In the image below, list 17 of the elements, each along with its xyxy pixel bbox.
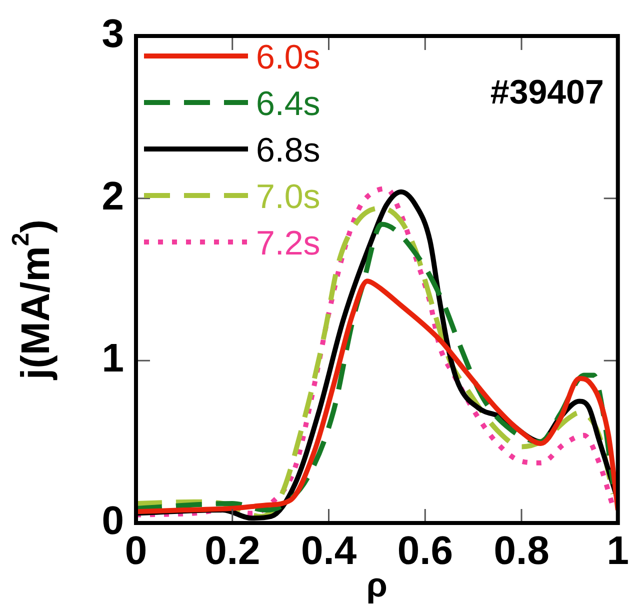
y-tick-label: 1	[102, 336, 124, 381]
legend-label: 6.4s	[256, 84, 320, 123]
legend-label: 7.0s	[256, 178, 320, 216]
y-tick-label: 2	[102, 174, 124, 218]
y-tick-label: 0	[102, 499, 124, 544]
legend-label: 6.8s	[256, 131, 320, 170]
legend-label: 6.0s	[256, 38, 320, 76]
annotation: #39407	[490, 73, 604, 112]
x-tick-label: 1	[606, 529, 629, 574]
x-axis-title: ρ	[366, 566, 388, 604]
y-tick-label: 3	[102, 12, 124, 56]
x-tick-label: 0.4	[300, 529, 358, 574]
x-tick-label: 0.8	[494, 529, 550, 574]
x-tick-label: 0.2	[204, 529, 260, 574]
y-axis-title: j(MA/m2)	[8, 220, 58, 380]
legend-label: 7.2s	[256, 224, 320, 262]
x-tick-label: 0.6	[397, 529, 453, 574]
